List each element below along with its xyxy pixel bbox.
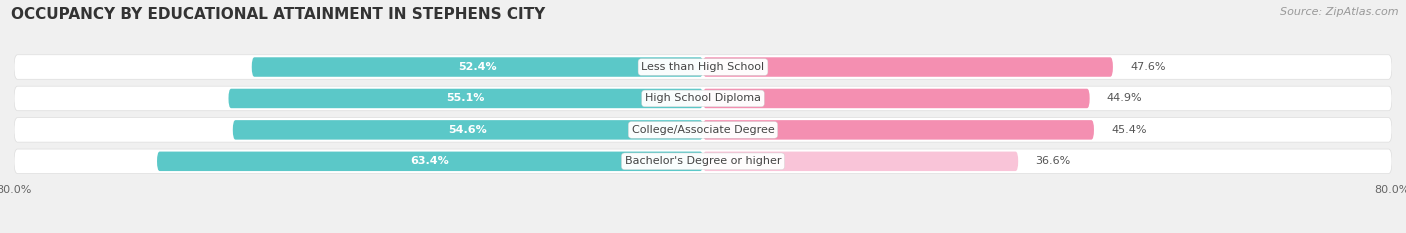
Text: 44.9%: 44.9% [1107, 93, 1143, 103]
FancyBboxPatch shape [703, 89, 1090, 108]
FancyBboxPatch shape [14, 149, 1392, 174]
FancyBboxPatch shape [14, 55, 1392, 79]
FancyBboxPatch shape [703, 152, 1018, 171]
FancyBboxPatch shape [703, 120, 1094, 140]
Legend: Owner-occupied, Renter-occupied: Owner-occupied, Renter-occupied [582, 231, 824, 233]
Text: 47.6%: 47.6% [1130, 62, 1166, 72]
FancyBboxPatch shape [233, 120, 703, 140]
FancyBboxPatch shape [14, 118, 1392, 142]
Text: Bachelor's Degree or higher: Bachelor's Degree or higher [624, 156, 782, 166]
FancyBboxPatch shape [703, 57, 1114, 77]
Text: 54.6%: 54.6% [449, 125, 488, 135]
FancyBboxPatch shape [14, 86, 1392, 111]
Text: College/Associate Degree: College/Associate Degree [631, 125, 775, 135]
FancyBboxPatch shape [229, 89, 703, 108]
Text: 45.4%: 45.4% [1111, 125, 1147, 135]
Text: 63.4%: 63.4% [411, 156, 450, 166]
Text: 36.6%: 36.6% [1035, 156, 1070, 166]
FancyBboxPatch shape [157, 152, 703, 171]
FancyBboxPatch shape [252, 57, 703, 77]
Text: 52.4%: 52.4% [458, 62, 496, 72]
Text: Source: ZipAtlas.com: Source: ZipAtlas.com [1281, 7, 1399, 17]
Text: 55.1%: 55.1% [447, 93, 485, 103]
Text: High School Diploma: High School Diploma [645, 93, 761, 103]
Text: OCCUPANCY BY EDUCATIONAL ATTAINMENT IN STEPHENS CITY: OCCUPANCY BY EDUCATIONAL ATTAINMENT IN S… [11, 7, 546, 22]
Text: Less than High School: Less than High School [641, 62, 765, 72]
